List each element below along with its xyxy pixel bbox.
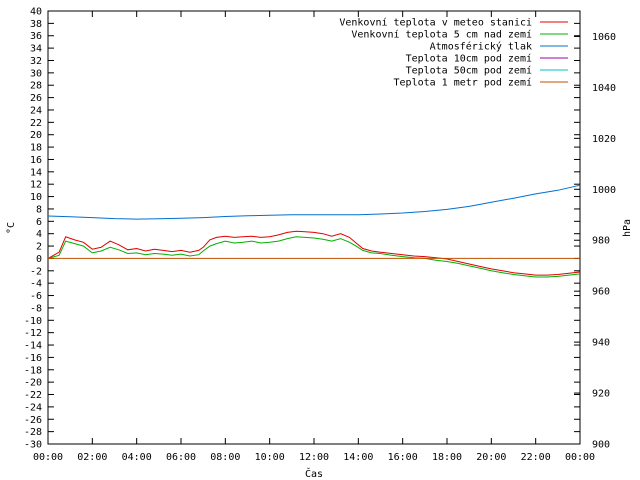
y-tick-label: -30	[24, 440, 42, 451]
legend-label-3: Teplota 10cm pod zemí	[406, 53, 532, 65]
legend-label-1: Venkovní teplota 5 cm nad zemí	[351, 29, 532, 41]
y-tick-label: 10	[30, 192, 42, 203]
y2-axis-label: hPa	[622, 219, 633, 237]
y-tick-label: 22	[30, 118, 42, 129]
y2-tick-label: 960	[592, 287, 610, 298]
y-axis-label: °C	[6, 222, 17, 234]
y-tick-label: 4	[36, 229, 42, 240]
legend-label-0: Venkovní teplota v meteo stanici	[339, 17, 532, 29]
y-tick-label: -14	[24, 341, 42, 352]
y-tick-label: -2	[30, 266, 42, 277]
y2-tick-label: 1020	[592, 134, 616, 145]
y2-tick-label: 920	[592, 389, 610, 400]
y-tick-label: -8	[30, 303, 42, 314]
y2-tick-label: 940	[592, 338, 610, 349]
y-tick-label: -18	[24, 365, 42, 376]
y-tick-label: -12	[24, 328, 42, 339]
y2-tick-label: 1040	[592, 83, 616, 94]
y2-tick-label: 980	[592, 236, 610, 247]
y-tick-label: 0	[36, 254, 42, 265]
x-tick-label: 16:00	[388, 452, 418, 463]
legend-label-4: Teplota 50cm pod zemí	[406, 65, 532, 77]
legend: Venkovní teplota v meteo staniciVenkovní…	[339, 17, 568, 89]
series-line-0	[47, 230, 581, 276]
y-tick-label: 30	[30, 68, 42, 79]
y-tick-label: -10	[24, 316, 42, 327]
y-tick-label: 12	[30, 180, 42, 191]
x-tick-label: 10:00	[255, 452, 285, 463]
y-tick-label: 2	[36, 242, 42, 253]
y2-axis-ticks: 1060 1040 1020 1000 980 960 940 920 900	[574, 32, 616, 451]
y-tick-label: 24	[30, 105, 42, 116]
x-tick-label: 00:00	[33, 452, 63, 463]
x-tick-label: 02:00	[77, 452, 107, 463]
y-tick-label: 28	[30, 81, 42, 92]
series-line-1	[47, 236, 581, 278]
x-tick-label: 12:00	[299, 452, 329, 463]
y-tick-label: 34	[30, 44, 42, 55]
y-tick-label: 32	[30, 56, 42, 67]
y2-tick-label: 1000	[592, 185, 616, 196]
x-tick-label: 08:00	[210, 452, 240, 463]
y-tick-label: 8	[36, 204, 42, 215]
x-tick-label: 04:00	[122, 452, 152, 463]
y-tick-label: 38	[30, 19, 42, 30]
y-tick-label: 20	[30, 130, 42, 141]
y-tick-label: -16	[24, 353, 42, 364]
legend-label-5: Teplota 1 metr pod zemí	[394, 77, 532, 89]
legend-label-2: Atmosférický tlak	[430, 41, 532, 53]
y-tick-label: 40	[30, 7, 42, 18]
y-axis-ticks: 4038363432302826242220181614121086420-2-…	[24, 7, 580, 451]
y2-tick-label: 1060	[592, 32, 616, 43]
y-tick-label: 6	[36, 217, 42, 228]
x-tick-label: 18:00	[432, 452, 462, 463]
x-tick-label: 20:00	[476, 452, 506, 463]
y-tick-label: -4	[30, 279, 42, 290]
y-tick-label: -28	[24, 427, 42, 438]
y-tick-label: -22	[24, 390, 42, 401]
y2-tick-label: 900	[592, 440, 610, 451]
y-tick-label: -6	[30, 291, 42, 302]
x-tick-label: 06:00	[166, 452, 196, 463]
x-axis-label: Čas	[305, 467, 323, 480]
x-tick-label: 14:00	[343, 452, 373, 463]
series-lines	[47, 184, 581, 278]
x-tick-label: 22:00	[521, 452, 551, 463]
y-tick-label: 16	[30, 155, 42, 166]
x-tick-label: 00:00	[565, 452, 595, 463]
y-tick-label: -24	[24, 402, 42, 413]
y-tick-label: 14	[30, 167, 42, 178]
y-tick-label: 26	[30, 93, 42, 104]
y-tick-label: -20	[24, 378, 42, 389]
y-tick-label: 36	[30, 31, 42, 42]
x-axis-ticks: 00:00 02:00 04:00 06:00 08:00 10:00 12:00 14:00…	[33, 11, 595, 463]
y-tick-label: -26	[24, 415, 42, 426]
series-line-2	[47, 184, 581, 220]
y-tick-label: 18	[30, 143, 42, 154]
